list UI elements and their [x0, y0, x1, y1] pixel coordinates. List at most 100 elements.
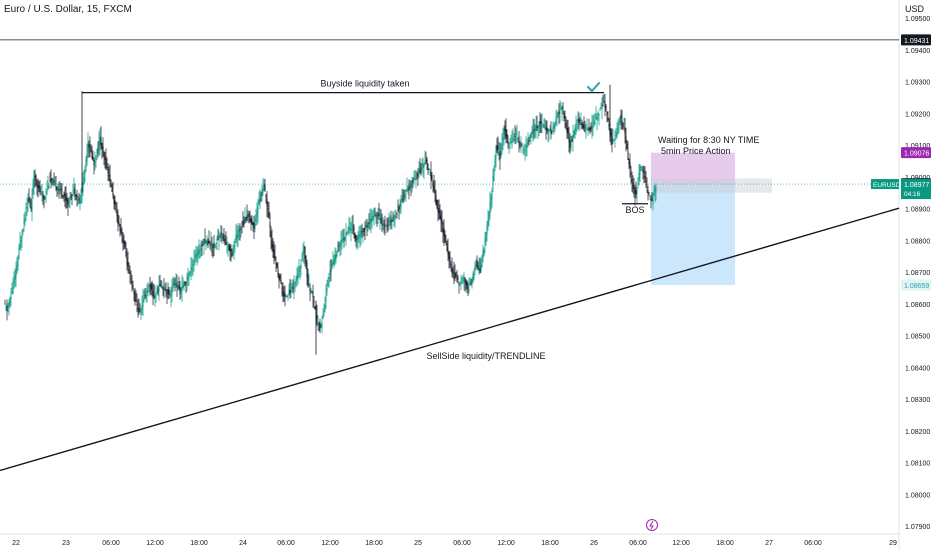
candle-body [121, 233, 123, 237]
candle-body [91, 152, 93, 159]
candle-body [278, 274, 280, 280]
buyside-liquidity-label: Buyside liquidity taken [320, 79, 409, 89]
candle-body [599, 109, 601, 111]
candle-body [87, 143, 89, 152]
candle-body [208, 240, 210, 244]
candle-body [389, 222, 391, 226]
candle-body [114, 200, 116, 205]
candle-body [272, 244, 274, 252]
candle-body [154, 296, 156, 299]
candle-body [369, 218, 371, 222]
currency-label: USD [905, 4, 925, 14]
candle-body [288, 289, 290, 295]
candle-body [591, 125, 593, 131]
candle-body [74, 188, 76, 195]
candle-body [480, 264, 482, 272]
candle-body [339, 242, 341, 247]
candles [4, 93, 657, 334]
candle-body [349, 227, 351, 229]
candle-body [454, 273, 456, 279]
candle-body [654, 188, 656, 193]
candle-body [140, 311, 142, 315]
candle-body [350, 228, 352, 231]
candle-body [281, 287, 283, 290]
candle-body [604, 101, 606, 108]
x-tick-label: 23 [62, 540, 70, 547]
candle-body [494, 158, 496, 168]
candle-body [45, 194, 47, 196]
candle-body [483, 249, 485, 256]
candle-body [437, 208, 439, 213]
candle-body [129, 271, 131, 275]
candle-body [270, 231, 272, 239]
candle-body [630, 173, 632, 175]
candle-body [71, 194, 73, 197]
candle-body [133, 291, 135, 294]
candle-body [58, 188, 60, 191]
candle-body [144, 294, 146, 297]
candle-body [257, 205, 259, 213]
candle-body [493, 169, 495, 182]
candle-body [36, 181, 38, 186]
candle-body [584, 131, 586, 133]
candle-body [424, 161, 426, 164]
candle-body [268, 211, 270, 219]
y-tick-label: 1.08400 [905, 365, 930, 372]
candle-body [142, 299, 144, 307]
candle-body [186, 275, 188, 281]
candle-body [164, 287, 166, 291]
candle-body [4, 302, 6, 304]
candle-body [377, 212, 379, 217]
candle-body [266, 198, 268, 207]
candle-body [309, 288, 311, 292]
candle-body [518, 136, 520, 143]
profit-zone [651, 183, 735, 286]
candle-body [363, 228, 365, 233]
candle-body [507, 140, 509, 145]
candle-body [226, 243, 228, 245]
candle-body [602, 104, 604, 106]
candle-body [371, 217, 373, 223]
candle-body [76, 194, 78, 197]
x-tick-label: 06:00 [277, 540, 295, 547]
candle-body [438, 208, 440, 214]
candle-body [543, 124, 545, 128]
candle-body [310, 290, 312, 292]
candle-body [172, 283, 174, 287]
candle-body [462, 277, 464, 281]
candle-body [319, 323, 321, 331]
candle-body [401, 197, 403, 202]
candle-body [585, 133, 587, 134]
candle-body [534, 127, 536, 131]
candle-body [5, 306, 7, 308]
candle-body [385, 224, 387, 226]
candle-body [305, 255, 307, 264]
candle-body [38, 185, 40, 188]
candle-body [581, 123, 583, 126]
candle-body [209, 243, 211, 246]
candle-body [296, 276, 298, 280]
candle-body [238, 230, 240, 232]
candle-body [589, 128, 591, 131]
candle-body [279, 275, 281, 280]
candle-body [593, 120, 595, 125]
candle-body [440, 215, 442, 222]
candle-body [450, 264, 452, 266]
candle-body [54, 182, 56, 184]
candle-body [251, 218, 253, 225]
candle-body [60, 188, 62, 191]
candle-body [70, 196, 72, 198]
candle-body [116, 211, 118, 216]
candle-body [570, 139, 572, 148]
y-tick-label: 1.08600 [905, 302, 930, 309]
candle-body [152, 290, 154, 296]
candle-body [77, 197, 79, 198]
candle-body [240, 227, 242, 229]
candle-body [284, 295, 286, 296]
candle-body [242, 222, 244, 226]
candle-body [335, 254, 337, 259]
candle-body [207, 240, 209, 245]
candle-body [510, 141, 512, 144]
